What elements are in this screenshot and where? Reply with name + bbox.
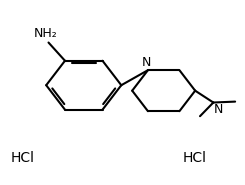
- Text: N: N: [214, 103, 223, 116]
- Text: NH₂: NH₂: [34, 27, 58, 40]
- Text: HCl: HCl: [183, 151, 207, 165]
- Text: HCl: HCl: [11, 151, 35, 165]
- Text: N: N: [142, 56, 151, 69]
